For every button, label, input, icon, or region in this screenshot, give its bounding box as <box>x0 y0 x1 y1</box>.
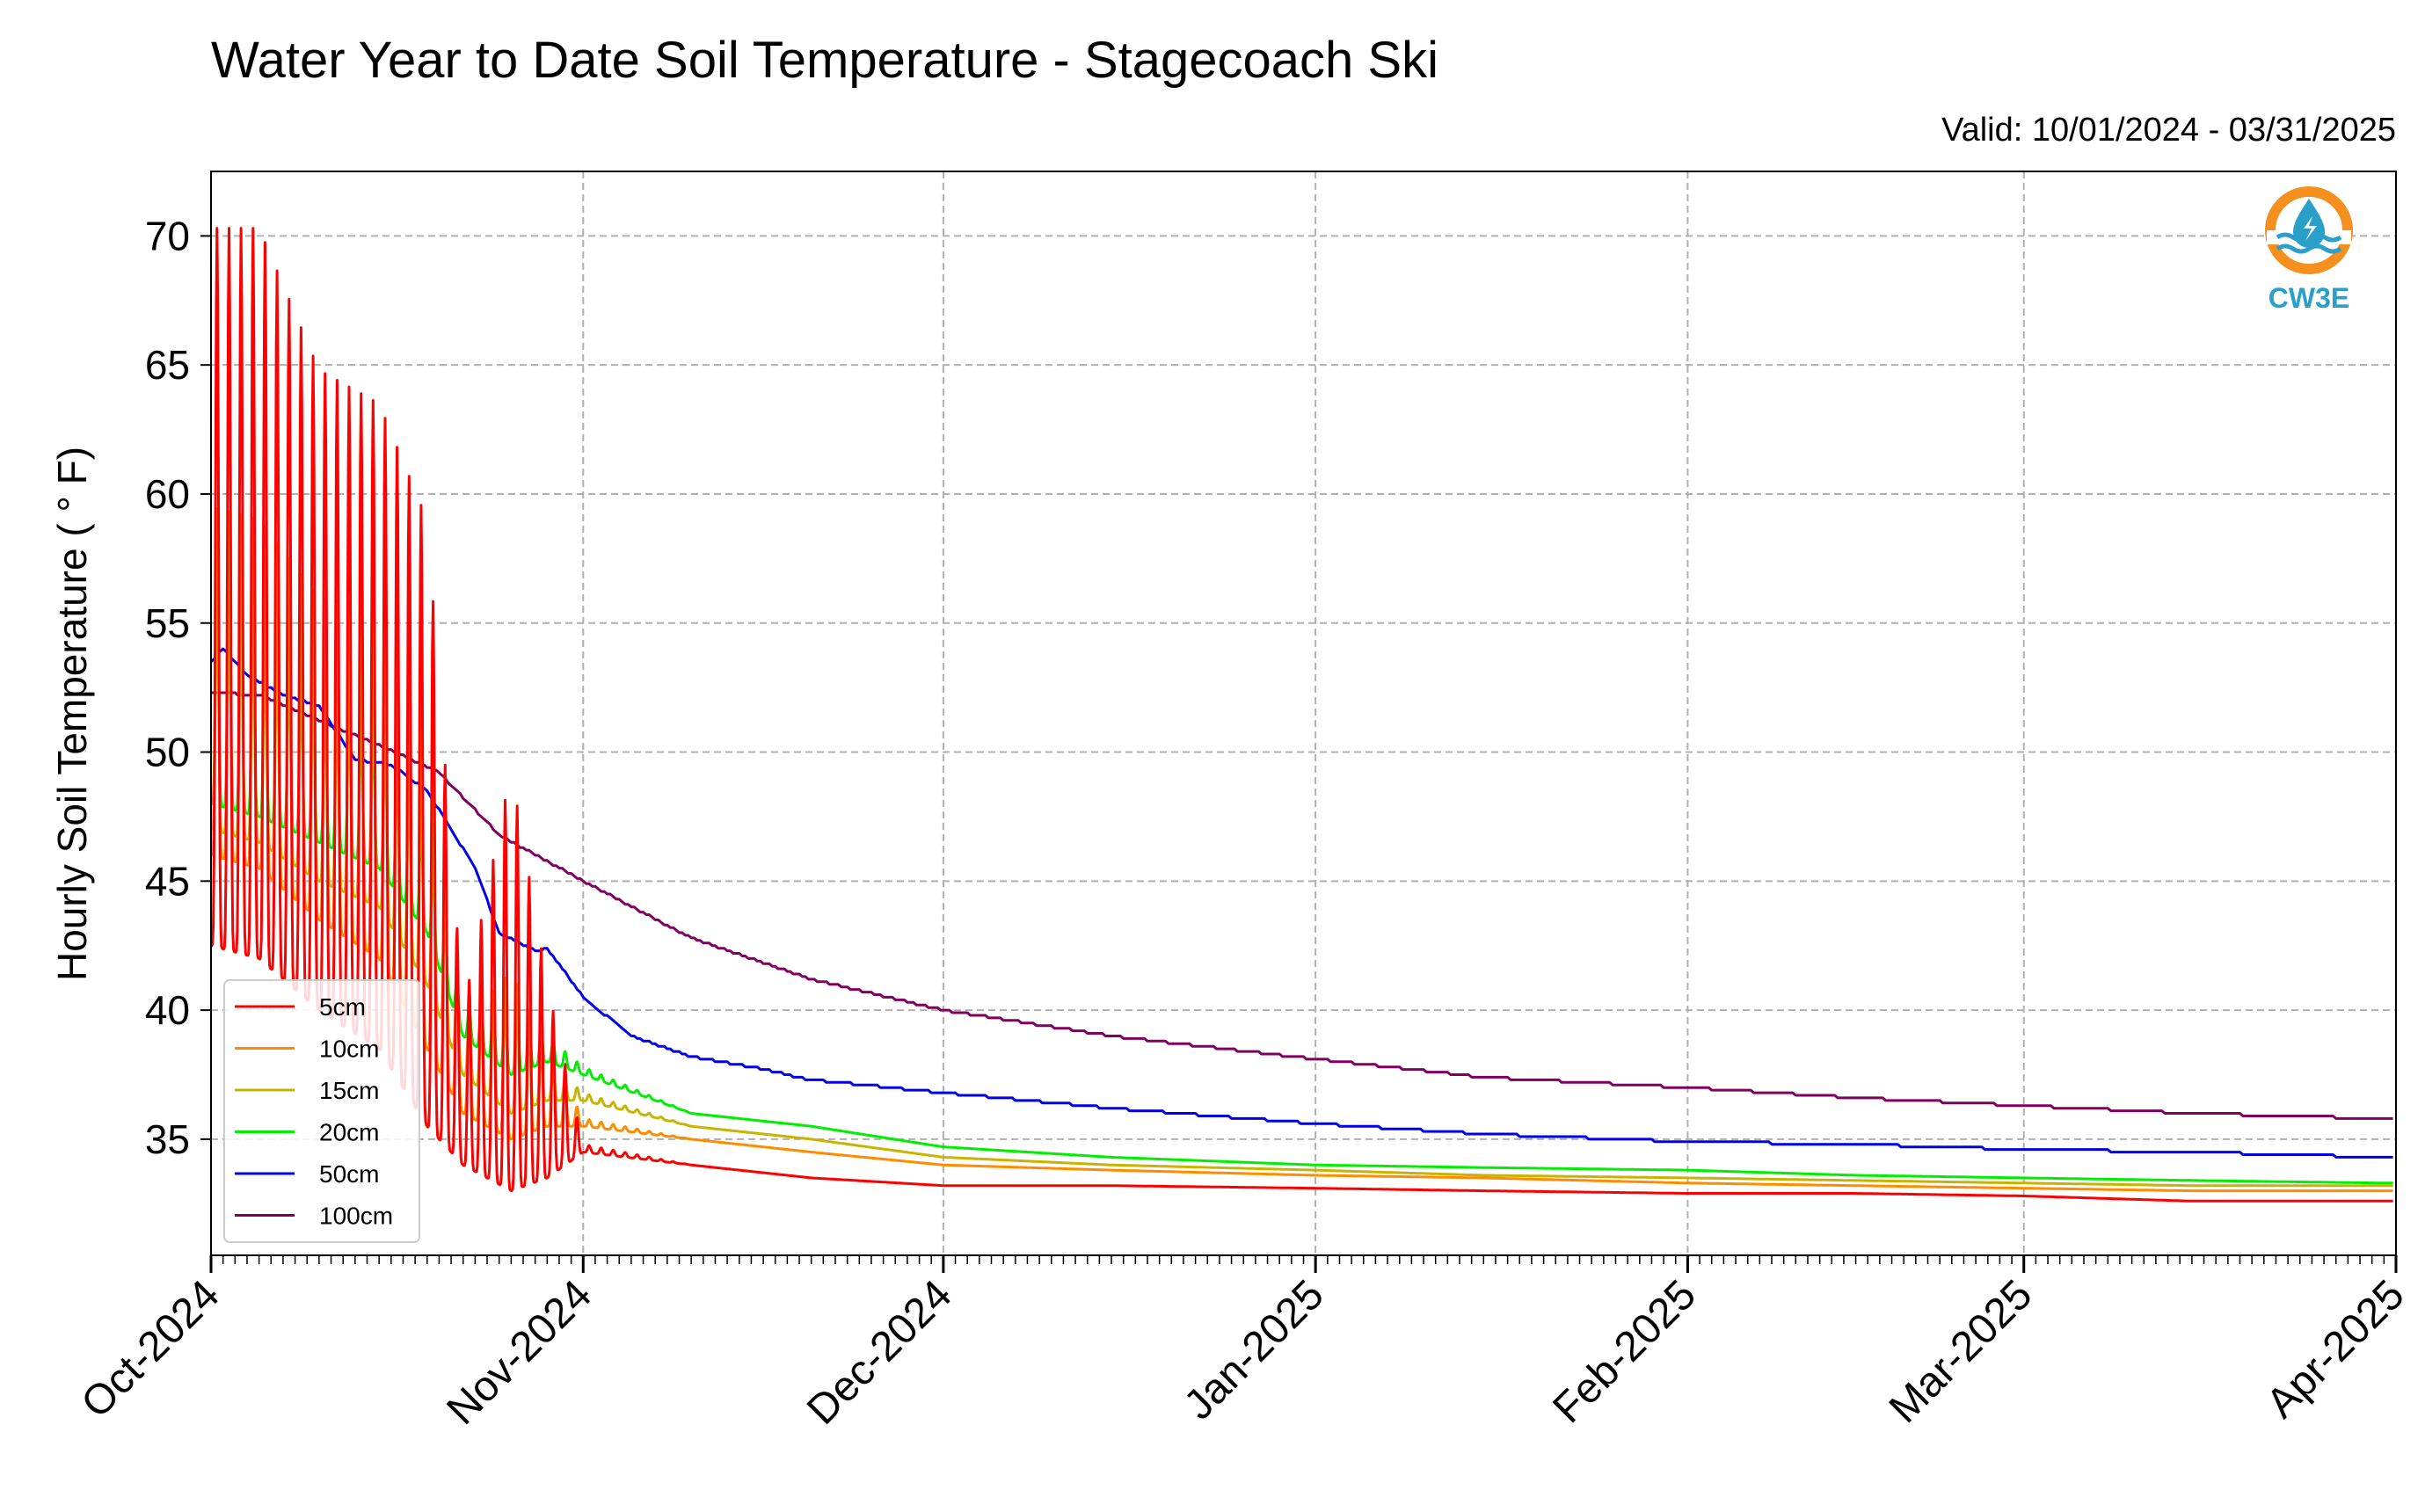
series-line-10cm <box>210 507 2394 1193</box>
y-tick-label: 40 <box>145 987 190 1033</box>
y-tick-label: 50 <box>145 730 190 775</box>
legend-entry: 50cm <box>319 1160 379 1188</box>
valid-range-subtitle: Valid: 10/01/2024 - 03/31/2025 <box>1941 112 2396 149</box>
y-tick-label: 65 <box>145 342 190 388</box>
y-tick-label: 55 <box>145 600 190 646</box>
series-line-100cm <box>211 691 2393 1120</box>
cw3e-logo: CW3E <box>2265 186 2353 314</box>
series-line-20cm <box>210 568 2394 1185</box>
y-tick-label: 35 <box>145 1116 190 1162</box>
chart-title: Water Year to Date Soil Temperature - St… <box>211 32 1438 89</box>
logo-bolt-icon <box>2304 216 2317 241</box>
legend-entry: 5cm <box>319 993 366 1021</box>
y-tick-label: 70 <box>145 213 190 258</box>
legend-entry: 100cm <box>319 1203 393 1230</box>
series-lines <box>210 227 2394 1203</box>
y-axis-label: Hourly Soil Temperature ( ° F) <box>49 447 95 981</box>
legend-entry: 10cm <box>319 1036 379 1063</box>
y-tick-label: 45 <box>145 858 190 904</box>
series-line-5cm <box>210 227 2394 1203</box>
logo-text: CW3E <box>2268 282 2349 314</box>
logo-wave-icon <box>2276 244 2342 254</box>
y-tick-label: 60 <box>145 471 190 517</box>
legend-box <box>223 979 420 1243</box>
legend-entry: 15cm <box>319 1077 379 1104</box>
series-line-15cm <box>210 599 2394 1188</box>
legend: 5cm 10cm 15cm 20cm 50cm 100cm <box>223 979 420 1243</box>
series-line-50cm <box>210 647 2393 1159</box>
legend-entry: 20cm <box>319 1119 379 1146</box>
